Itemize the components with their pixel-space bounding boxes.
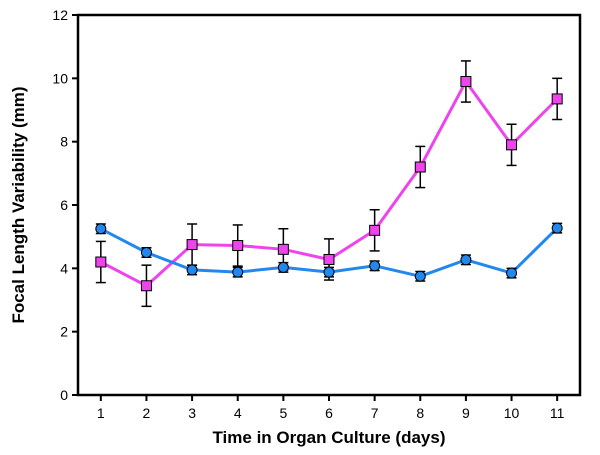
x-tick-label: 2 — [143, 405, 151, 421]
x-tick-label: 9 — [462, 405, 470, 421]
data-point — [140, 280, 152, 292]
data-point — [369, 224, 381, 236]
y-tick-label: 0 — [60, 387, 68, 403]
series-2 — [95, 222, 563, 282]
data-point — [414, 270, 426, 282]
data-point — [323, 266, 335, 278]
data-point — [232, 266, 244, 278]
series-layer — [95, 60, 563, 308]
x-axis-title: Time in Organ Culture (days) — [212, 428, 445, 447]
x-tick-label: 6 — [325, 405, 333, 421]
data-point — [551, 93, 563, 105]
data-point — [186, 264, 198, 276]
x-tick-label: 4 — [234, 405, 242, 421]
data-point — [506, 139, 518, 151]
data-point — [506, 267, 518, 279]
x-tick-label: 7 — [371, 405, 379, 421]
data-point — [369, 260, 381, 272]
data-point — [95, 223, 107, 235]
y-tick-label: 10 — [52, 70, 68, 86]
data-point — [460, 76, 472, 87]
x-tick-label: 1 — [97, 405, 105, 421]
data-point — [95, 256, 107, 268]
x-tick-label: 8 — [416, 405, 424, 421]
x-axis: 1 2 3 4 5 6 7 8 9 10 11 — [97, 395, 565, 421]
data-point — [460, 254, 472, 266]
x-tick-label: 11 — [550, 405, 565, 421]
data-point — [551, 222, 563, 234]
y-tick-label: 8 — [60, 134, 68, 150]
data-point — [186, 239, 198, 251]
data-point — [232, 240, 244, 252]
y-tick-label: 2 — [60, 324, 68, 340]
data-point — [323, 253, 335, 265]
x-tick-label: 3 — [188, 405, 196, 421]
y-axis: 0 2 4 6 8 10 12 — [52, 7, 78, 403]
data-point — [414, 161, 426, 173]
y-tick-label: 6 — [60, 197, 68, 213]
x-tick-label: 10 — [504, 405, 520, 421]
y-axis-title: Focal Length Variability (mm) — [9, 86, 28, 323]
data-point — [140, 247, 152, 258]
plot-frame — [76, 13, 582, 397]
series-1 — [95, 60, 563, 308]
y-tick-label: 12 — [52, 7, 68, 23]
x-tick-label: 5 — [279, 405, 287, 421]
data-point — [277, 243, 289, 255]
y-tick-label: 4 — [60, 260, 68, 276]
data-point — [277, 261, 289, 273]
